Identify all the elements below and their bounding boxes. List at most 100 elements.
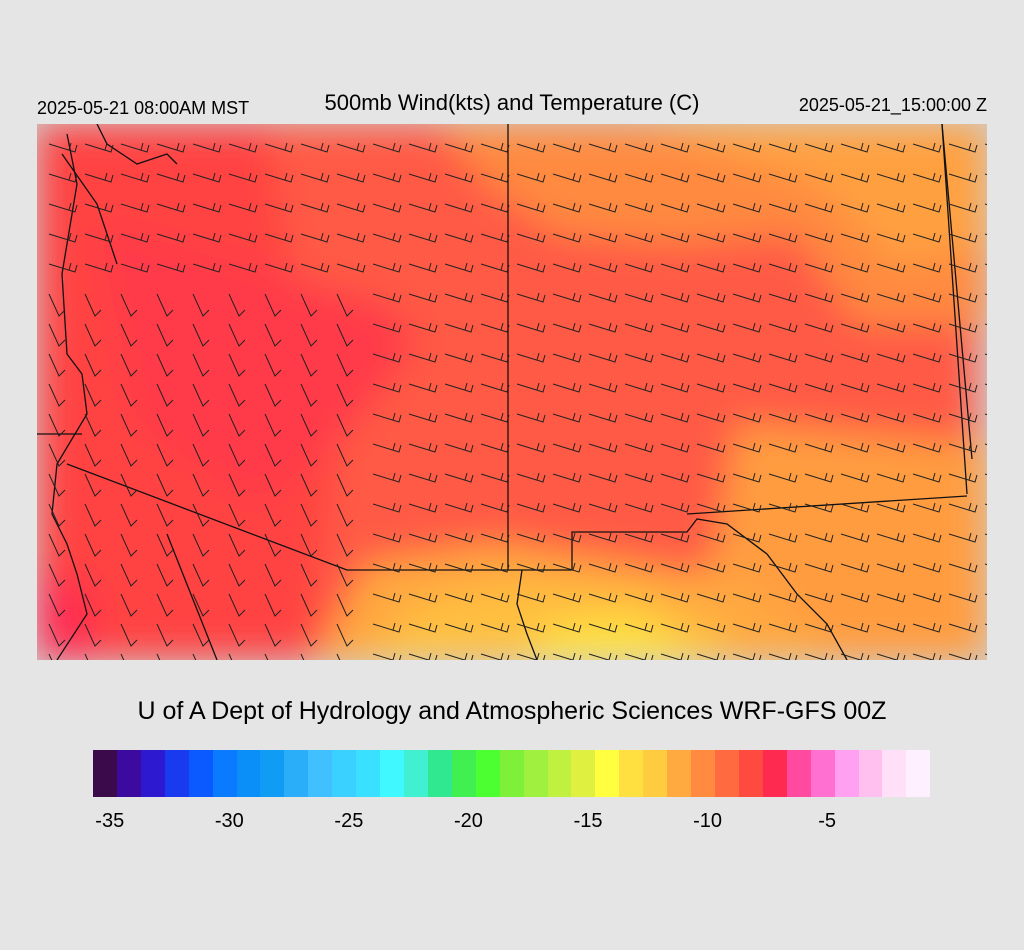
wind-barb (660, 562, 690, 573)
wind-barb (804, 352, 834, 363)
colorbar-swatch (212, 750, 237, 797)
wind-barb (372, 592, 402, 603)
colorbar-swatch (714, 750, 739, 797)
wind-barb (372, 472, 402, 483)
wind-barb (552, 502, 582, 513)
wind-barb (912, 532, 942, 543)
wind-barb (624, 652, 654, 660)
wind-barb (120, 172, 150, 183)
wind-barb (372, 382, 402, 393)
wind-barb (480, 292, 510, 303)
colorbar-tick-label: -35 (95, 810, 125, 832)
wind-barb (660, 412, 690, 423)
wind-barb (444, 592, 474, 603)
wind-barb (120, 623, 138, 647)
wind-barb (300, 262, 330, 273)
wind-barb (912, 382, 942, 393)
wind-barb (84, 443, 102, 467)
wind-barb (624, 592, 654, 603)
wind-barb (156, 383, 174, 407)
colorbar-swatch (571, 750, 596, 797)
wind-barb (372, 352, 402, 363)
colorbar-swatch (427, 750, 452, 797)
wind-barb (192, 443, 210, 467)
wind-barb (624, 232, 654, 243)
wind-barb (444, 472, 474, 483)
wind-barb (912, 262, 942, 273)
wind-barb (804, 292, 834, 303)
wind-barb (660, 442, 690, 453)
wind-barb (192, 172, 222, 183)
wind-barb (552, 232, 582, 243)
wind-barb (660, 472, 690, 483)
wind-barb (732, 502, 762, 513)
wind-barb (696, 142, 726, 153)
wind-barb (624, 322, 654, 333)
wind-barb (372, 622, 402, 633)
wind-barb (948, 442, 978, 453)
wind-barb (912, 352, 942, 363)
wind-barb (588, 262, 618, 273)
wind-barb (768, 622, 798, 633)
wind-barb (480, 442, 510, 453)
wind-barb (372, 202, 402, 213)
wind-barb (408, 172, 438, 183)
wind-barb (552, 322, 582, 333)
wind-barb (732, 262, 762, 273)
wind-barb (192, 503, 210, 527)
wind-barb (840, 202, 870, 213)
wind-barb (552, 262, 582, 273)
wind-barb (48, 503, 66, 527)
wind-barb (804, 262, 834, 273)
wind-barb (408, 442, 438, 453)
wind-barb (696, 592, 726, 603)
wind-barb (840, 532, 870, 543)
colorbar-tick-label: -30 (214, 810, 244, 832)
wind-barb (696, 622, 726, 633)
wind-barb (624, 442, 654, 453)
wind-barb (192, 593, 210, 617)
wind-barb (336, 323, 354, 347)
wind-barb (840, 442, 870, 453)
wind-barb (156, 232, 186, 243)
wind-barb (840, 502, 870, 513)
wind-barb (300, 142, 330, 153)
wind-barb (660, 202, 690, 213)
wind-barb (480, 172, 510, 183)
wind-barb (768, 292, 798, 303)
wind-barb (912, 592, 942, 603)
wind-barb (300, 533, 318, 557)
wind-barb (84, 473, 102, 497)
wind-barb (948, 622, 978, 633)
wind-barb (372, 142, 402, 153)
wind-barb (192, 262, 222, 273)
wind-barb (588, 142, 618, 153)
wind-barb (732, 382, 762, 393)
wind-barb (732, 652, 762, 660)
wind-barb (732, 172, 762, 183)
colorbar-swatch (882, 750, 907, 797)
wind-barb (876, 202, 906, 213)
wind-barb (336, 593, 354, 617)
wind-barb (732, 562, 762, 573)
wind-barb (192, 533, 210, 557)
wind-barb (228, 293, 246, 317)
wind-barb (516, 562, 546, 573)
wind-barb (516, 532, 546, 543)
wind-barb (264, 443, 282, 467)
wind-barb (264, 293, 282, 317)
wind-barb (732, 322, 762, 333)
wind-barb (876, 142, 906, 153)
wind-barb (804, 592, 834, 603)
wind-barb (624, 202, 654, 213)
wind-barb (912, 652, 942, 660)
wind-barb (156, 202, 186, 213)
wind-barb (912, 562, 942, 573)
wind-barb (624, 472, 654, 483)
wind-barb (768, 532, 798, 543)
wind-barb (624, 502, 654, 513)
wind-barb (48, 593, 66, 617)
wind-barb (624, 412, 654, 423)
wind-barb (588, 562, 618, 573)
wind-barb (876, 502, 906, 513)
